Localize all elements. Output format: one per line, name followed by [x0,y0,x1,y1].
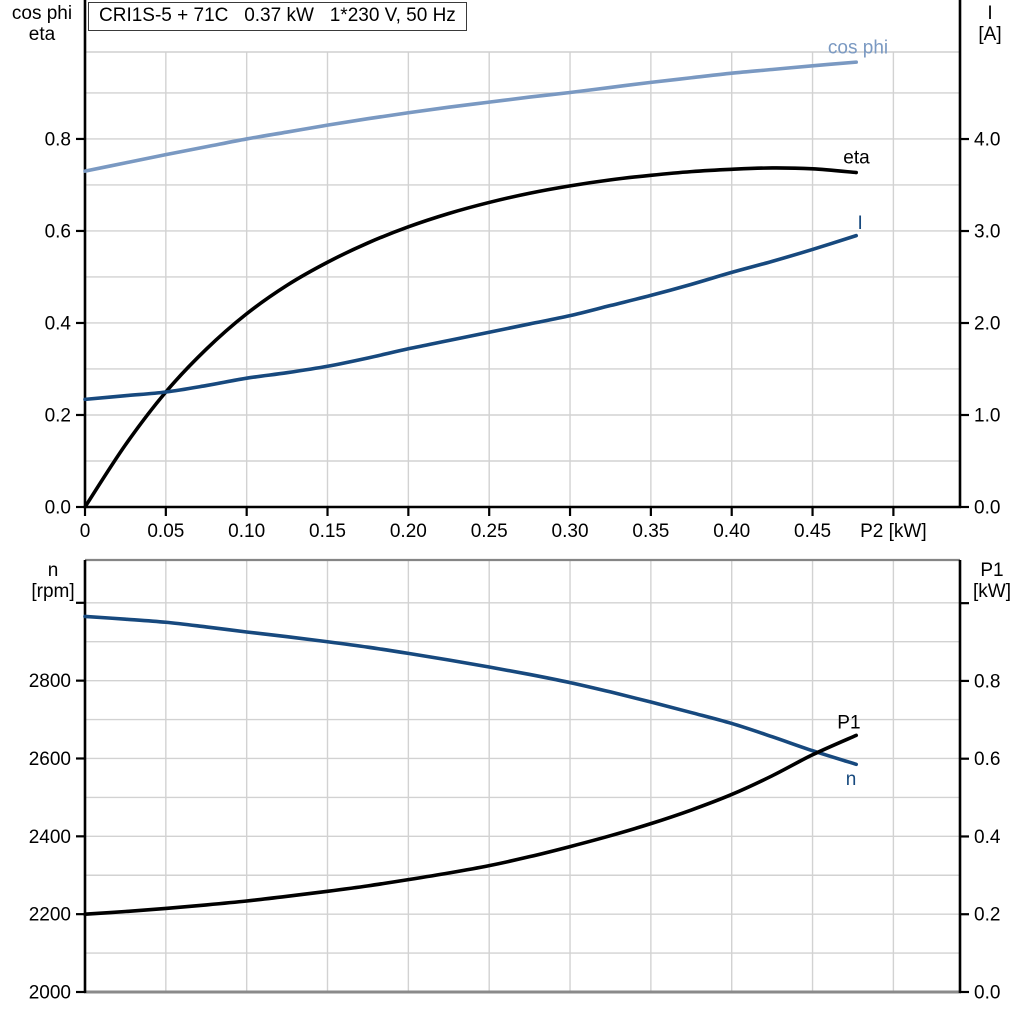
top-left-axis-title: cos phi eta [4,3,80,45]
right-axis-tick-label: 0.2 [974,905,1000,926]
x-axis-tick-label: 0.45 [794,521,831,542]
x-axis-tick-label: 0.15 [309,521,346,542]
curve-i [83,233,859,402]
axis-title-line: I [987,3,993,24]
x-axis-tick-label: 0.40 [713,521,750,542]
right-axis-tick-label: 0.6 [974,749,1000,770]
left-axis-tick-label: 0.2 [45,405,71,426]
left-axis-tick-label: 0.6 [45,221,71,242]
left-axis-tick-label: 2600 [29,749,71,770]
right-axis-tick-label: 0.8 [974,671,1000,692]
left-axis-tick-label: 0.4 [45,313,72,334]
right-axis-tick-label: 1.0 [974,406,1000,427]
x-axis-tick-label: 0 [80,521,91,542]
bottom-right-axis-title: P1 [kW] [962,560,1022,602]
curve-label-n: n [846,769,857,790]
bottom-left-axis-title: n [rpm] [20,560,86,602]
left-axis-tick-label: 2200 [29,905,71,926]
curve-eta [83,166,859,509]
curve-label-i: I [857,213,862,234]
axis-title-line: [A] [978,24,1002,45]
x-axis-tick-label: 0.05 [147,521,184,542]
x-axis-tick-label: 0.25 [471,521,508,542]
right-axis-tick-label: 2.0 [974,314,1000,335]
right-axis-tick-label: 0.0 [974,498,1000,519]
right-axis-tick-label: 0.4 [974,827,1001,848]
left-axis-tick-label: 2400 [29,827,71,848]
curve-label-p1: P1 [837,713,860,734]
axis-title-line: cos phi [11,3,73,24]
axis-title-line: [rpm] [31,581,75,602]
x-axis-tick-label: P2 [kW] [860,521,927,542]
right-axis-tick-label: 4.0 [974,130,1000,151]
x-axis-tick-label: 0.10 [228,521,265,542]
curve-label-cos-phi: cos phi [828,37,888,58]
axis-title-line: n [47,560,59,581]
x-axis-tick-label: 0.35 [632,521,669,542]
axis-title-line: P1 [980,560,1004,581]
curve-label-eta: eta [843,147,870,168]
curve-p1 [83,733,859,917]
axis-title-line: eta [28,24,56,45]
curve-cos-phi [83,60,859,173]
top-right-axis-title: I [A] [960,3,1020,45]
right-axis-tick-label: 3.0 [974,222,1000,243]
axis-title-line: [kW] [973,581,1011,602]
x-axis-tick-label: 0.30 [552,521,589,542]
curve-n [83,614,859,767]
left-axis-tick-label: 0.0 [45,498,71,519]
chart-title: CRI1S-5 + 71C 0.37 kW 1*230 V, 50 Hz [88,2,467,31]
left-axis-tick-label: 2000 [29,983,71,1004]
left-axis-tick-label: 2800 [29,671,71,692]
x-axis-tick-label: 0.20 [390,521,427,542]
right-axis-tick-label: 0.0 [974,983,1000,1004]
left-axis-tick-label: 0.8 [45,129,71,150]
